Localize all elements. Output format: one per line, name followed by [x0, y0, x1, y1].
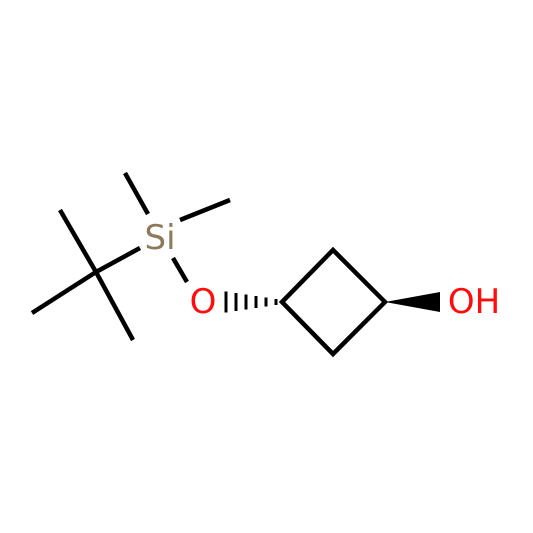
- hashed-wedge: [224, 291, 278, 313]
- bond: [171, 256, 189, 284]
- bond: [58, 208, 98, 274]
- bond: [30, 270, 98, 315]
- bond: [94, 246, 142, 274]
- bond: [179, 197, 231, 223]
- atom-label: Si: [144, 218, 175, 258]
- atom-label: O: [190, 282, 217, 322]
- atom-label: OH: [448, 282, 500, 322]
- bond: [94, 270, 135, 342]
- bond: [123, 171, 150, 216]
- solid-wedge: [385, 292, 440, 312]
